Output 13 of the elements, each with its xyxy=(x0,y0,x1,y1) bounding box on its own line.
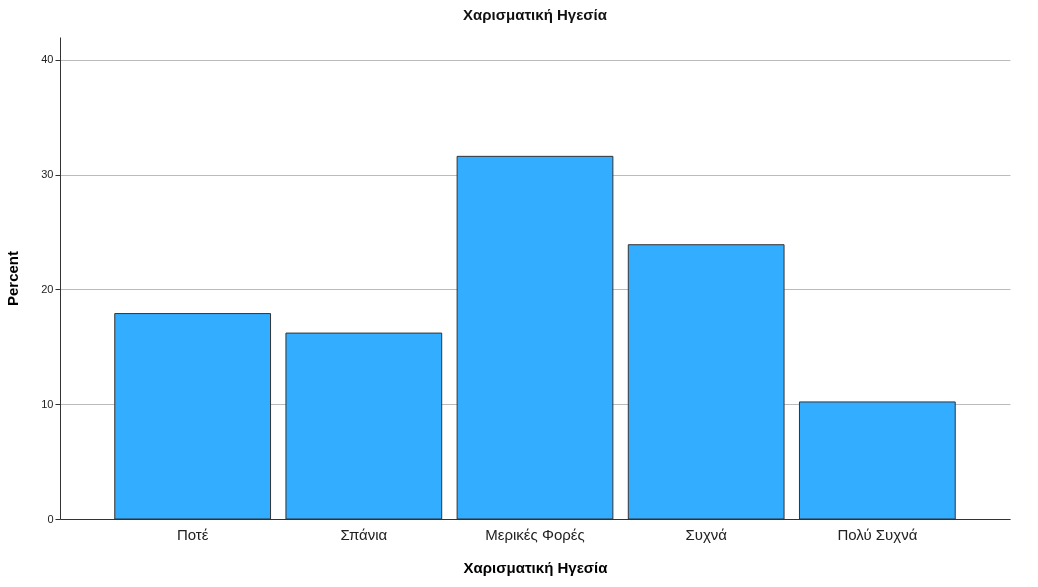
x-tick-label: Πολύ Συχνά xyxy=(837,525,918,543)
x-tick-label: Συχνά xyxy=(685,525,728,543)
y-tick-label: 0 xyxy=(47,512,54,525)
y-tick-label: 30 xyxy=(41,168,54,181)
y-tick-label: 40 xyxy=(41,53,54,66)
x-axis-title: Χαρισματική Ηγεσία xyxy=(463,558,609,576)
chart-title: Χαρισματική Ηγεσία xyxy=(463,6,608,23)
x-tick-label: Μερικές Φορές xyxy=(485,525,585,543)
y-tick-label: 10 xyxy=(41,397,54,410)
y-axis-title: Percent xyxy=(4,250,22,307)
x-tick-label: Σπάνια xyxy=(340,525,388,543)
x-tick-label: Ποτέ xyxy=(176,525,209,543)
y-tick-label: 20 xyxy=(41,282,54,295)
